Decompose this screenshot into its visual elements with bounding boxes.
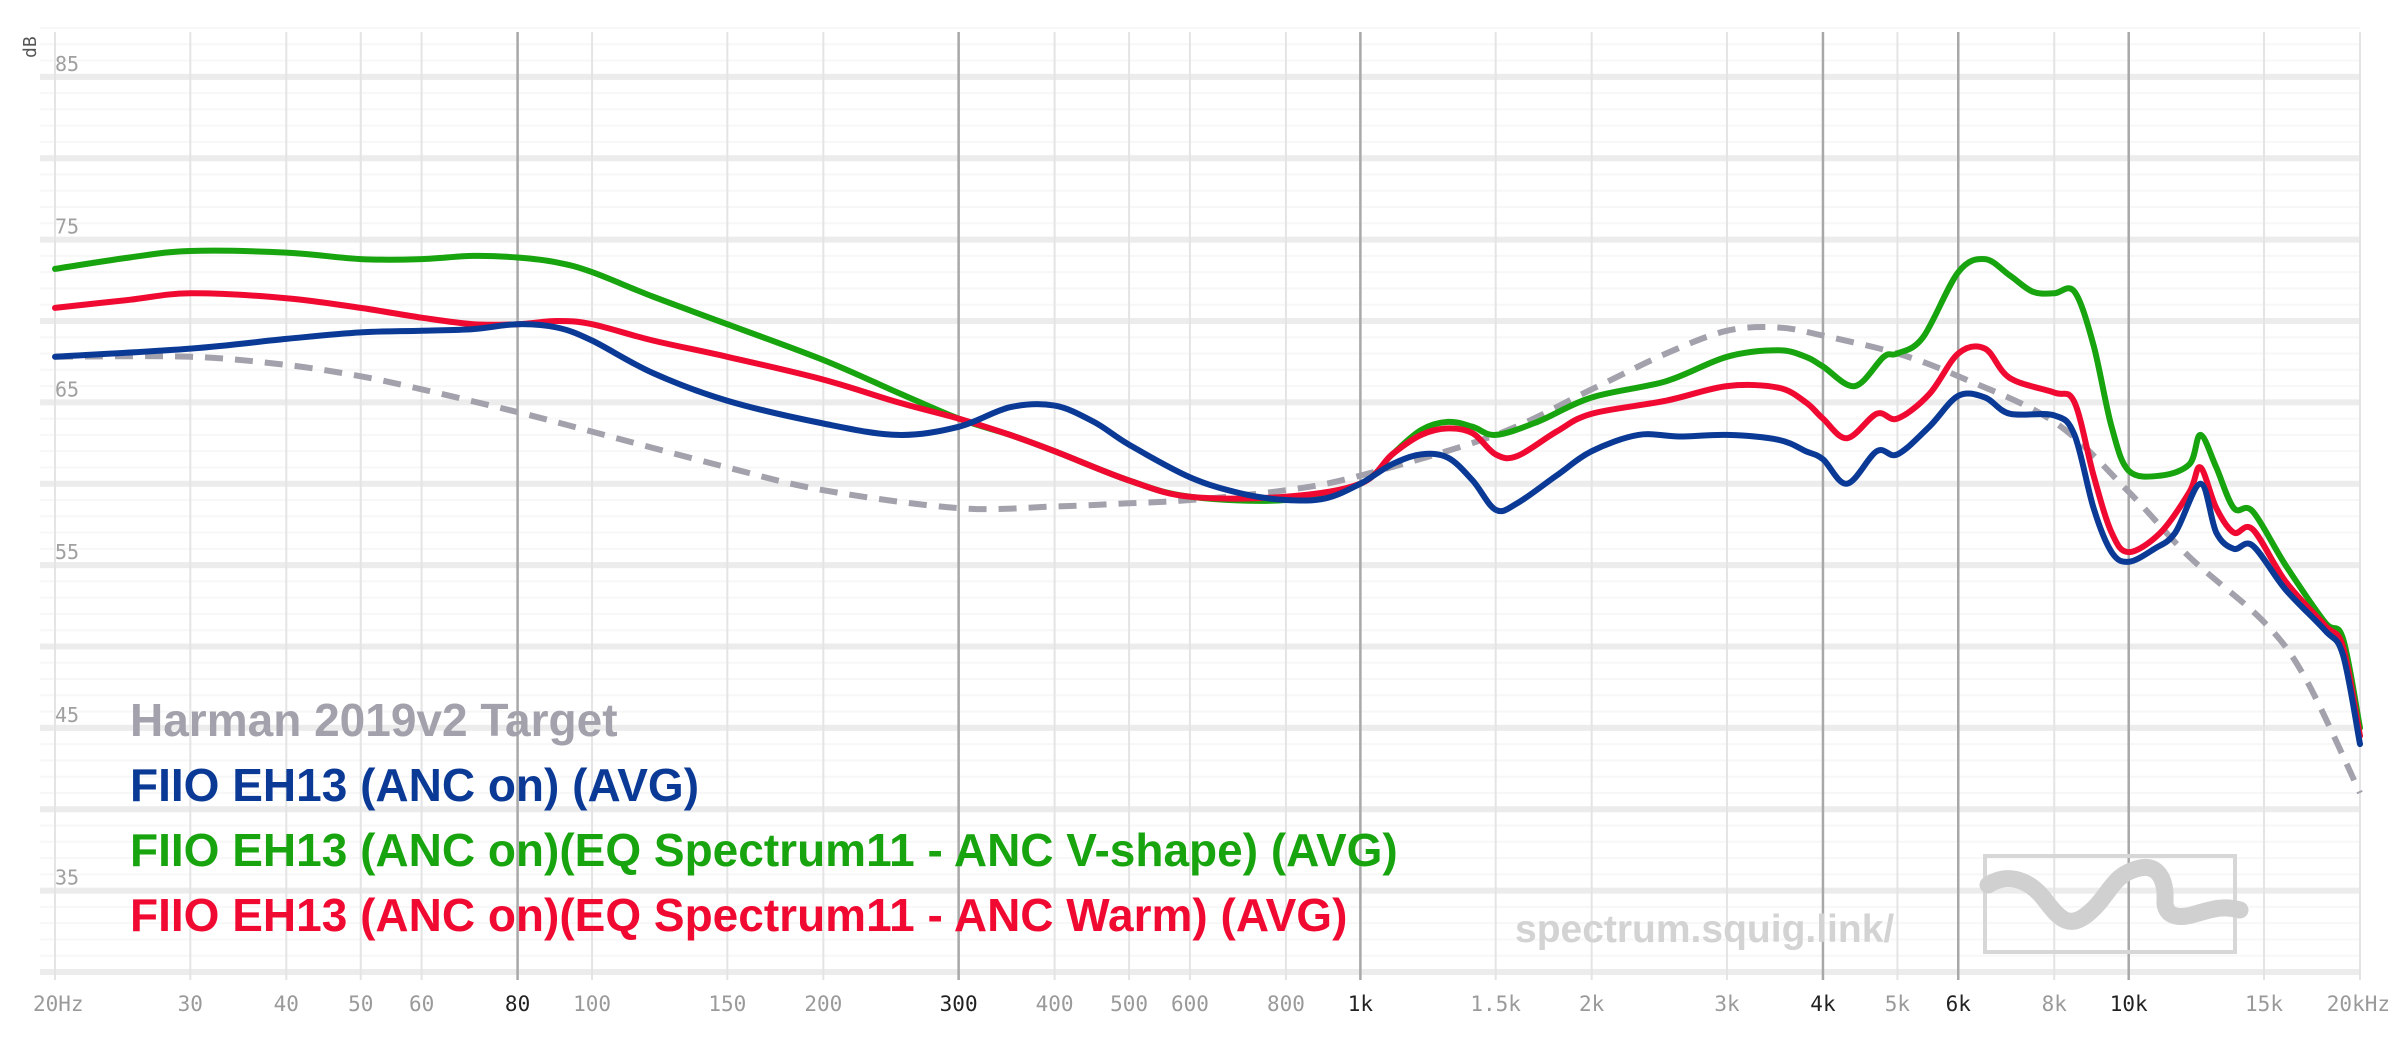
squig-logo-icon bbox=[1979, 854, 2249, 954]
x-tick-label: 100 bbox=[573, 992, 611, 1016]
x-tick-label: 400 bbox=[1036, 992, 1074, 1016]
x-tick-label: 40 bbox=[274, 992, 299, 1016]
y-tick-label: 65 bbox=[55, 377, 79, 401]
x-tick-label: 6k bbox=[1946, 992, 1972, 1016]
x-axis-tick-labels: 20Hz 30 40 50 60 80 100 150 200 300 400 500 600 800 1k… bbox=[33, 992, 2390, 1016]
x-tick-label: 1k bbox=[1348, 992, 1374, 1016]
x-tick-label: 5k bbox=[1885, 992, 1911, 1016]
x-tick-label: 20Hz bbox=[33, 992, 84, 1016]
x-tick-label: 20kHz bbox=[2327, 992, 2390, 1016]
x-tick-label: 4k bbox=[1810, 992, 1836, 1016]
watermark-text: spectrum.squig.link/ bbox=[1515, 908, 1894, 951]
legend-item-eh13-warm: FIIO EH13 (ANC on)(EQ Spectrum11 - ANC W… bbox=[130, 889, 1347, 941]
eh13-warm-curve bbox=[52, 290, 2363, 739]
x-tick-label: 30 bbox=[178, 992, 203, 1016]
legend-item-eh13-vshape: FIIO EH13 (ANC on)(EQ Spectrum11 - ANC V… bbox=[130, 824, 1398, 876]
legend: Harman 2019v2 Target FIIO EH13 (ANC on) … bbox=[130, 694, 1398, 941]
x-tick-label: 1.5k bbox=[1470, 992, 1521, 1016]
eh13-anc-on-curve bbox=[52, 321, 2363, 748]
x-tick-label: 500 bbox=[1110, 992, 1148, 1016]
curves bbox=[52, 247, 2363, 795]
y-axis-tick-labels: 85 75 65 55 45 35 bbox=[55, 52, 79, 890]
x-tick-label: 60 bbox=[409, 992, 434, 1016]
x-tick-label: 300 bbox=[940, 992, 978, 1016]
watermark: spectrum.squig.link/ bbox=[1515, 854, 2249, 954]
legend-item-eh13-anc-on: FIIO EH13 (ANC on) (AVG) bbox=[130, 759, 699, 811]
x-tick-label: 10k bbox=[2110, 992, 2148, 1016]
x-tick-label: 600 bbox=[1171, 992, 1209, 1016]
y-tick-label: 75 bbox=[55, 215, 79, 239]
x-tick-label: 15k bbox=[2245, 992, 2283, 1016]
x-tick-label: 2k bbox=[1579, 992, 1605, 1016]
x-tick-label: 800 bbox=[1267, 992, 1305, 1016]
legend-item-harman-target: Harman 2019v2 Target bbox=[130, 694, 618, 746]
y-tick-label: 35 bbox=[55, 866, 79, 890]
harman-target-curve bbox=[54, 324, 2363, 795]
x-tick-label: 8k bbox=[2042, 992, 2068, 1016]
x-grid bbox=[54, 32, 2361, 980]
x-tick-label: 3k bbox=[1714, 992, 1740, 1016]
y-tick-label: 55 bbox=[55, 540, 79, 564]
y-axis-unit-label: dB bbox=[20, 36, 41, 58]
x-tick-label: 50 bbox=[348, 992, 373, 1016]
y-tick-label: 45 bbox=[55, 703, 79, 727]
eh13-vshape-curve bbox=[52, 247, 2363, 731]
y-tick-label: 85 bbox=[55, 52, 79, 76]
x-tick-label: 150 bbox=[708, 992, 746, 1016]
x-tick-label: 200 bbox=[804, 992, 842, 1016]
x-tick-label: 80 bbox=[505, 992, 530, 1016]
